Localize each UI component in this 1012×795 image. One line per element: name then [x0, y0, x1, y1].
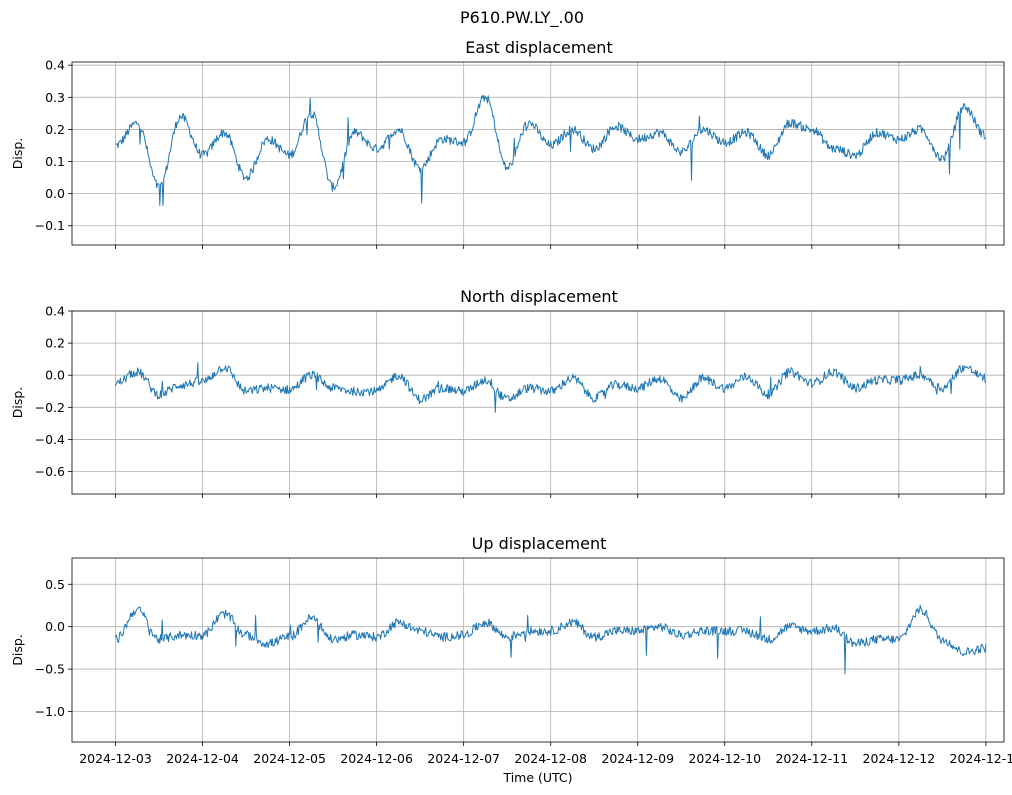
x-tick-label: 2024-12-04	[166, 751, 239, 766]
y-tick-label: −0.1	[35, 218, 65, 233]
panel-3: −1.0 −0.5 0.0 0.5 Up displacement Disp. 2024-1…	[10, 534, 1012, 785]
figure-title: P610.PW.LY_.00	[460, 8, 584, 28]
y-tick-label: 0.4	[45, 58, 65, 73]
panel-1: −0.1 0.0 0.1 0.2 0.3 0.4 East displacement Disp…	[10, 38, 1005, 249]
x-tick-label: 2024-12-08	[514, 751, 587, 766]
y-tick-label: 0.0	[45, 186, 65, 201]
x-tick-label: 2024-12-07	[427, 751, 500, 766]
x-tick-label: 2024-12-11	[775, 751, 848, 766]
y-tick-label: 0.1	[45, 154, 65, 169]
series-line	[115, 94, 987, 206]
series-line	[115, 362, 987, 413]
y-tick-label: −0.4	[35, 432, 65, 447]
x-tick-label: 2024-12-12	[863, 751, 936, 766]
x-tick-label: 2024-12-06	[340, 751, 413, 766]
axes-frame	[71, 61, 1005, 246]
x-tick-label: 2024-12-03	[79, 751, 152, 766]
x-tick-label: 2024-12-05	[253, 751, 326, 766]
panels: −0.1 0.0 0.1 0.2 0.3 0.4 East displacement Disp…	[10, 38, 1012, 785]
y-tick-label: 0.3	[45, 90, 65, 105]
y-tick-label: −0.5	[35, 662, 65, 677]
y-axis-label: Disp.	[10, 138, 25, 170]
y-tick-label: −1.0	[35, 704, 65, 719]
y-tick-label: 0.5	[45, 577, 65, 592]
panel-title: Up displacement	[472, 534, 607, 553]
panel-title: North displacement	[460, 287, 618, 306]
y-tick-label: 0.4	[45, 304, 65, 319]
y-axis-label: Disp.	[10, 634, 25, 666]
x-tick-label: 2024-12-13	[950, 751, 1012, 766]
panel-title: East displacement	[465, 38, 612, 57]
panel-2: −0.6 −0.4 −0.2 0.0 0.2 0.4 North displacement D…	[10, 287, 1005, 498]
y-tick-label: 0.2	[45, 122, 65, 137]
axes-frame	[71, 310, 1005, 495]
y-tick-label: −0.6	[35, 464, 65, 479]
series-line	[115, 604, 987, 675]
x-tick-label: 2024-12-10	[688, 751, 761, 766]
y-tick-label: 0.0	[45, 368, 65, 383]
y-axis-label: Disp.	[10, 387, 25, 419]
axes-frame	[71, 557, 1005, 743]
x-axis-label: Time (UTC)	[502, 770, 572, 785]
y-tick-label: 0.2	[45, 336, 65, 351]
x-tick-label: 2024-12-09	[601, 751, 674, 766]
y-tick-label: −0.2	[35, 400, 65, 415]
y-tick-label: 0.0	[45, 619, 65, 634]
